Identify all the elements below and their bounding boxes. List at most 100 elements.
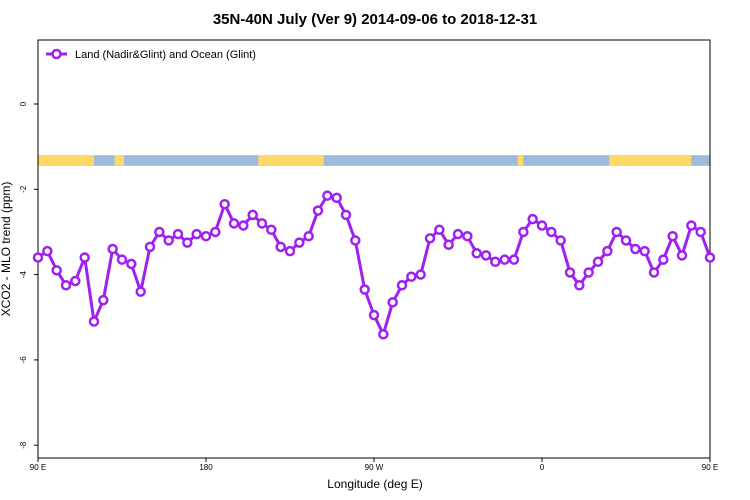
data-point	[294, 237, 305, 248]
y-tick-label: 0	[19, 101, 28, 106]
data-point	[60, 280, 72, 291]
data-point	[630, 243, 641, 255]
y-tick-label: -4	[19, 270, 28, 278]
data-point	[415, 269, 426, 280]
data-point	[172, 228, 184, 240]
data-point	[555, 235, 566, 246]
data-point	[144, 241, 156, 253]
data-point	[546, 226, 557, 238]
data-point	[51, 265, 62, 276]
data-point	[583, 267, 594, 278]
data-point	[350, 235, 361, 246]
data-point	[238, 220, 249, 231]
legend: Land (Nadir&Glint) and Ocean (Glint)	[46, 48, 256, 61]
data-point	[331, 192, 342, 204]
x-tick-label: 90 E	[30, 463, 46, 472]
strip-ocean	[38, 155, 710, 166]
y-tick-label: -6	[19, 356, 28, 364]
data-point	[518, 226, 529, 238]
series-points	[32, 190, 716, 340]
data-point	[107, 243, 118, 255]
data-point	[266, 224, 277, 236]
data-point	[275, 241, 286, 253]
data-point	[387, 297, 398, 308]
data-point	[396, 280, 408, 291]
data-point	[359, 284, 370, 295]
data-point	[256, 218, 268, 229]
x-tick-label: 90 W	[365, 463, 384, 472]
data-point	[639, 245, 650, 257]
data-point	[658, 254, 669, 265]
data-point	[527, 213, 538, 225]
data-point	[508, 254, 520, 265]
data-point	[686, 220, 697, 231]
data-point	[676, 250, 688, 261]
data-point	[210, 226, 221, 238]
y-axis-label: XCO2 - MLO trend (ppm)	[0, 182, 13, 317]
chart-title: 35N-40N July (Ver 9) 2014-09-06 to 2018-…	[213, 11, 537, 28]
data-point	[322, 190, 333, 201]
x-tick-label: 90 E	[702, 463, 718, 472]
strip-land-segment	[609, 155, 692, 166]
data-point	[564, 267, 576, 278]
data-point	[42, 245, 53, 257]
data-point	[79, 252, 90, 263]
data-point	[471, 248, 482, 259]
data-point	[154, 226, 165, 238]
x-axis: 90 E 180 90 W 0 90 E	[30, 458, 718, 472]
strip-land-segment	[258, 155, 324, 166]
data-point	[368, 309, 380, 321]
data-point	[602, 245, 613, 257]
data-point	[592, 256, 604, 268]
data-point	[648, 267, 660, 278]
data-point	[228, 218, 240, 229]
data-point	[312, 205, 324, 216]
data-point	[443, 239, 454, 250]
data-point	[182, 237, 193, 248]
data-point	[620, 235, 632, 246]
strip-land-segment	[38, 155, 94, 166]
data-point	[135, 286, 146, 297]
strip-land-segment	[517, 155, 524, 166]
data-point	[191, 228, 202, 240]
y-axis: 0 -2 -4 -6 -8	[19, 101, 38, 449]
data-point	[126, 258, 137, 270]
data-point	[574, 280, 585, 291]
land-ocean-strip	[38, 155, 710, 166]
data-point	[247, 209, 258, 221]
data-point	[695, 226, 706, 238]
x-tick-label: 180	[199, 463, 213, 472]
data-point	[116, 254, 128, 265]
data-point	[536, 220, 548, 231]
data-point	[200, 230, 212, 242]
data-point	[340, 209, 352, 221]
data-point	[70, 275, 81, 287]
data-point	[704, 252, 716, 263]
y-tick-label: -2	[19, 185, 28, 193]
data-point	[219, 198, 230, 210]
data-point	[611, 226, 622, 238]
data-point	[303, 230, 314, 242]
data-point	[284, 245, 296, 257]
data-point	[32, 252, 44, 263]
data-point	[434, 224, 445, 236]
data-point	[98, 294, 109, 306]
x-tick-label: 0	[540, 463, 545, 472]
data-point	[378, 329, 389, 340]
y-tick-label: -8	[19, 441, 28, 449]
data-point	[462, 230, 473, 242]
data-point	[667, 230, 678, 242]
data-point	[424, 233, 436, 244]
x-axis-label: Longitude (deg E)	[327, 477, 422, 491]
data-point	[88, 316, 100, 327]
data-point	[490, 256, 501, 268]
legend-label: Land (Nadir&Glint) and Ocean (Glint)	[75, 49, 256, 61]
data-point	[163, 235, 174, 246]
data-point	[480, 250, 492, 261]
data-point	[499, 254, 510, 265]
data-point	[406, 271, 417, 282]
strip-land-segment	[114, 155, 124, 166]
legend-marker	[51, 48, 62, 60]
data-point	[452, 228, 464, 240]
